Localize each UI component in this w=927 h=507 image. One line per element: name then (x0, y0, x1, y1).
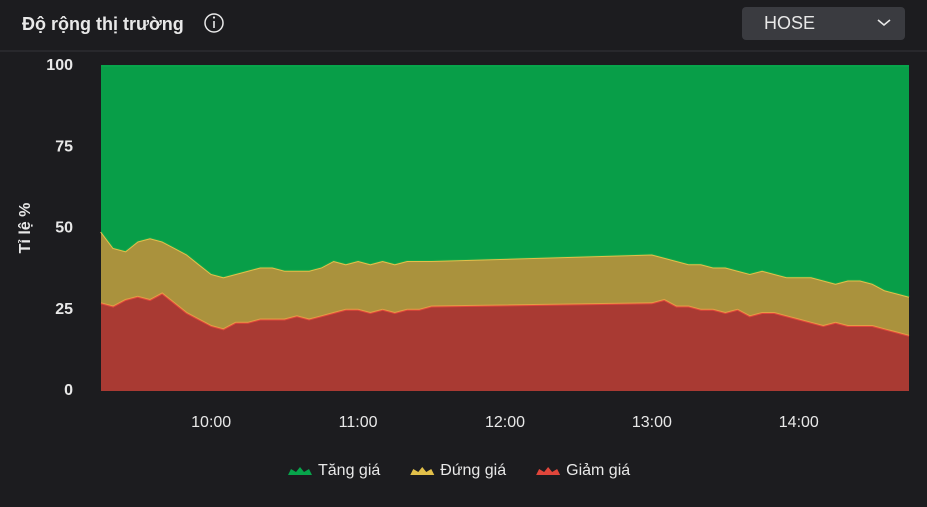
y-tick-label: 0 (64, 382, 73, 399)
legend-icon (410, 467, 435, 475)
x-tick-label: 14:00 (779, 414, 819, 431)
area-fill (101, 66, 909, 297)
x-tick-label: 13:00 (632, 414, 672, 431)
y-tick-label: 100 (46, 57, 73, 74)
x-tick-label: 11:00 (339, 414, 378, 431)
area-fill (101, 231, 909, 336)
exchange-dropdown[interactable] (742, 7, 905, 40)
exchange-value: HOSE (764, 13, 815, 33)
legend-icon (288, 467, 312, 475)
y-tick-label: 50 (55, 220, 73, 237)
legend-label: Đứng giá (440, 462, 506, 479)
area-line (100, 292, 910, 337)
y-tick-label: 25 (55, 301, 73, 318)
legend-label: Tăng giá (318, 462, 380, 479)
y-tick-label: 75 (55, 138, 73, 155)
legend-icon (536, 467, 561, 475)
x-tick-label: 10:00 (191, 414, 231, 431)
info-icon[interactable] (204, 13, 224, 33)
legend-label: Giảm giá (566, 462, 630, 479)
dropdown-chevron (877, 19, 891, 27)
x-tick-label: 12:00 (485, 414, 525, 431)
info-icon-dot (212, 16, 216, 19)
title: Độ rộng thị trường (22, 14, 184, 34)
y-axis-label: Tỉ lệ % (17, 203, 34, 254)
area-fill (101, 293, 909, 391)
